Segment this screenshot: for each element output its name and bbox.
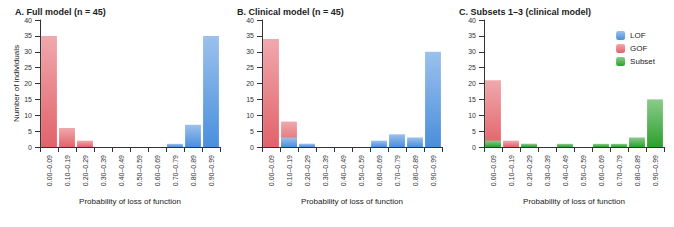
svg-text:25: 25 [468, 64, 476, 71]
svg-text:0.90–0.99: 0.90–0.99 [208, 155, 215, 186]
svg-text:5: 5 [472, 128, 476, 135]
svg-text:Subset: Subset [630, 57, 656, 66]
svg-text:0.10–0.19: 0.10–0.19 [64, 155, 71, 186]
svg-text:0.90–0.99: 0.90–0.99 [430, 155, 437, 186]
svg-text:0.20–0.29: 0.20–0.29 [82, 155, 89, 186]
svg-text:0.90–0.99: 0.90–0.99 [652, 155, 659, 186]
svg-text:0.70–0.79: 0.70–0.79 [616, 155, 623, 186]
svg-text:B. Clinical model (n = 45): B. Clinical model (n = 45) [237, 7, 344, 17]
svg-text:10: 10 [468, 112, 476, 119]
svg-text:20: 20 [246, 80, 254, 87]
svg-text:0.50–0.59: 0.50–0.59 [580, 155, 587, 186]
svg-text:0.80–0.89: 0.80–0.89 [634, 155, 641, 186]
svg-text:40: 40 [24, 17, 32, 24]
svg-text:0.10–0.19: 0.10–0.19 [286, 155, 293, 186]
svg-text:0.30–0.39: 0.30–0.39 [322, 155, 329, 186]
svg-text:Probability of loss of functio: Probability of loss of function [301, 197, 403, 206]
svg-text:15: 15 [24, 96, 32, 103]
svg-text:A. Full model (n = 45): A. Full model (n = 45) [15, 7, 106, 17]
svg-text:0.70–0.79: 0.70–0.79 [394, 155, 401, 186]
svg-text:40: 40 [468, 17, 476, 24]
svg-text:0.40–0.49: 0.40–0.49 [562, 155, 569, 186]
svg-text:10: 10 [246, 112, 254, 119]
svg-text:0.60–0.69: 0.60–0.69 [376, 155, 383, 186]
svg-text:0.40–0.49: 0.40–0.49 [118, 155, 125, 186]
svg-text:Probability of loss of functio: Probability of loss of function [523, 197, 625, 206]
svg-text:0: 0 [28, 144, 32, 151]
svg-text:0.00–0.09: 0.00–0.09 [490, 155, 497, 186]
svg-text:25: 25 [246, 64, 254, 71]
svg-text:0.10–0.19: 0.10–0.19 [508, 155, 515, 186]
svg-text:0.40–0.49: 0.40–0.49 [340, 155, 347, 186]
svg-text:30: 30 [246, 48, 254, 55]
svg-text:40: 40 [246, 17, 254, 24]
svg-text:0.80–0.89: 0.80–0.89 [412, 155, 419, 186]
svg-text:35: 35 [468, 32, 476, 39]
svg-text:0.50–0.59: 0.50–0.59 [136, 155, 143, 186]
svg-text:35: 35 [246, 32, 254, 39]
svg-text:5: 5 [28, 128, 32, 135]
svg-text:0.60–0.69: 0.60–0.69 [154, 155, 161, 186]
svg-text:20: 20 [24, 80, 32, 87]
svg-text:0: 0 [250, 144, 254, 151]
svg-text:0.20–0.29: 0.20–0.29 [526, 155, 533, 186]
svg-text:30: 30 [24, 48, 32, 55]
svg-text:25: 25 [24, 64, 32, 71]
svg-text:30: 30 [468, 48, 476, 55]
svg-text:0.30–0.39: 0.30–0.39 [100, 155, 107, 186]
svg-text:15: 15 [468, 96, 476, 103]
svg-text:35: 35 [24, 32, 32, 39]
svg-text:15: 15 [246, 96, 254, 103]
svg-text:0.50–0.59: 0.50–0.59 [358, 155, 365, 186]
svg-text:LOF: LOF [630, 31, 646, 40]
svg-text:0: 0 [472, 144, 476, 151]
svg-text:0.60–0.69: 0.60–0.69 [598, 155, 605, 186]
svg-text:0.70–0.79: 0.70–0.79 [172, 155, 179, 186]
svg-text:20: 20 [468, 80, 476, 87]
svg-text:GOF: GOF [630, 44, 647, 53]
svg-text:Probability of loss of functio: Probability of loss of function [79, 197, 181, 206]
svg-text:0.00–0.09: 0.00–0.09 [46, 155, 53, 186]
svg-text:0.00–0.09: 0.00–0.09 [268, 155, 275, 186]
svg-text:5: 5 [250, 128, 254, 135]
svg-text:0.30–0.39: 0.30–0.39 [544, 155, 551, 186]
svg-text:C. Subsets 1–3 (clinical model: C. Subsets 1–3 (clinical model) [459, 7, 591, 17]
svg-text:10: 10 [24, 112, 32, 119]
svg-text:0.20–0.29: 0.20–0.29 [304, 155, 311, 186]
svg-text:Number of individuals: Number of individuals [12, 45, 21, 122]
svg-text:0.80–0.89: 0.80–0.89 [190, 155, 197, 186]
